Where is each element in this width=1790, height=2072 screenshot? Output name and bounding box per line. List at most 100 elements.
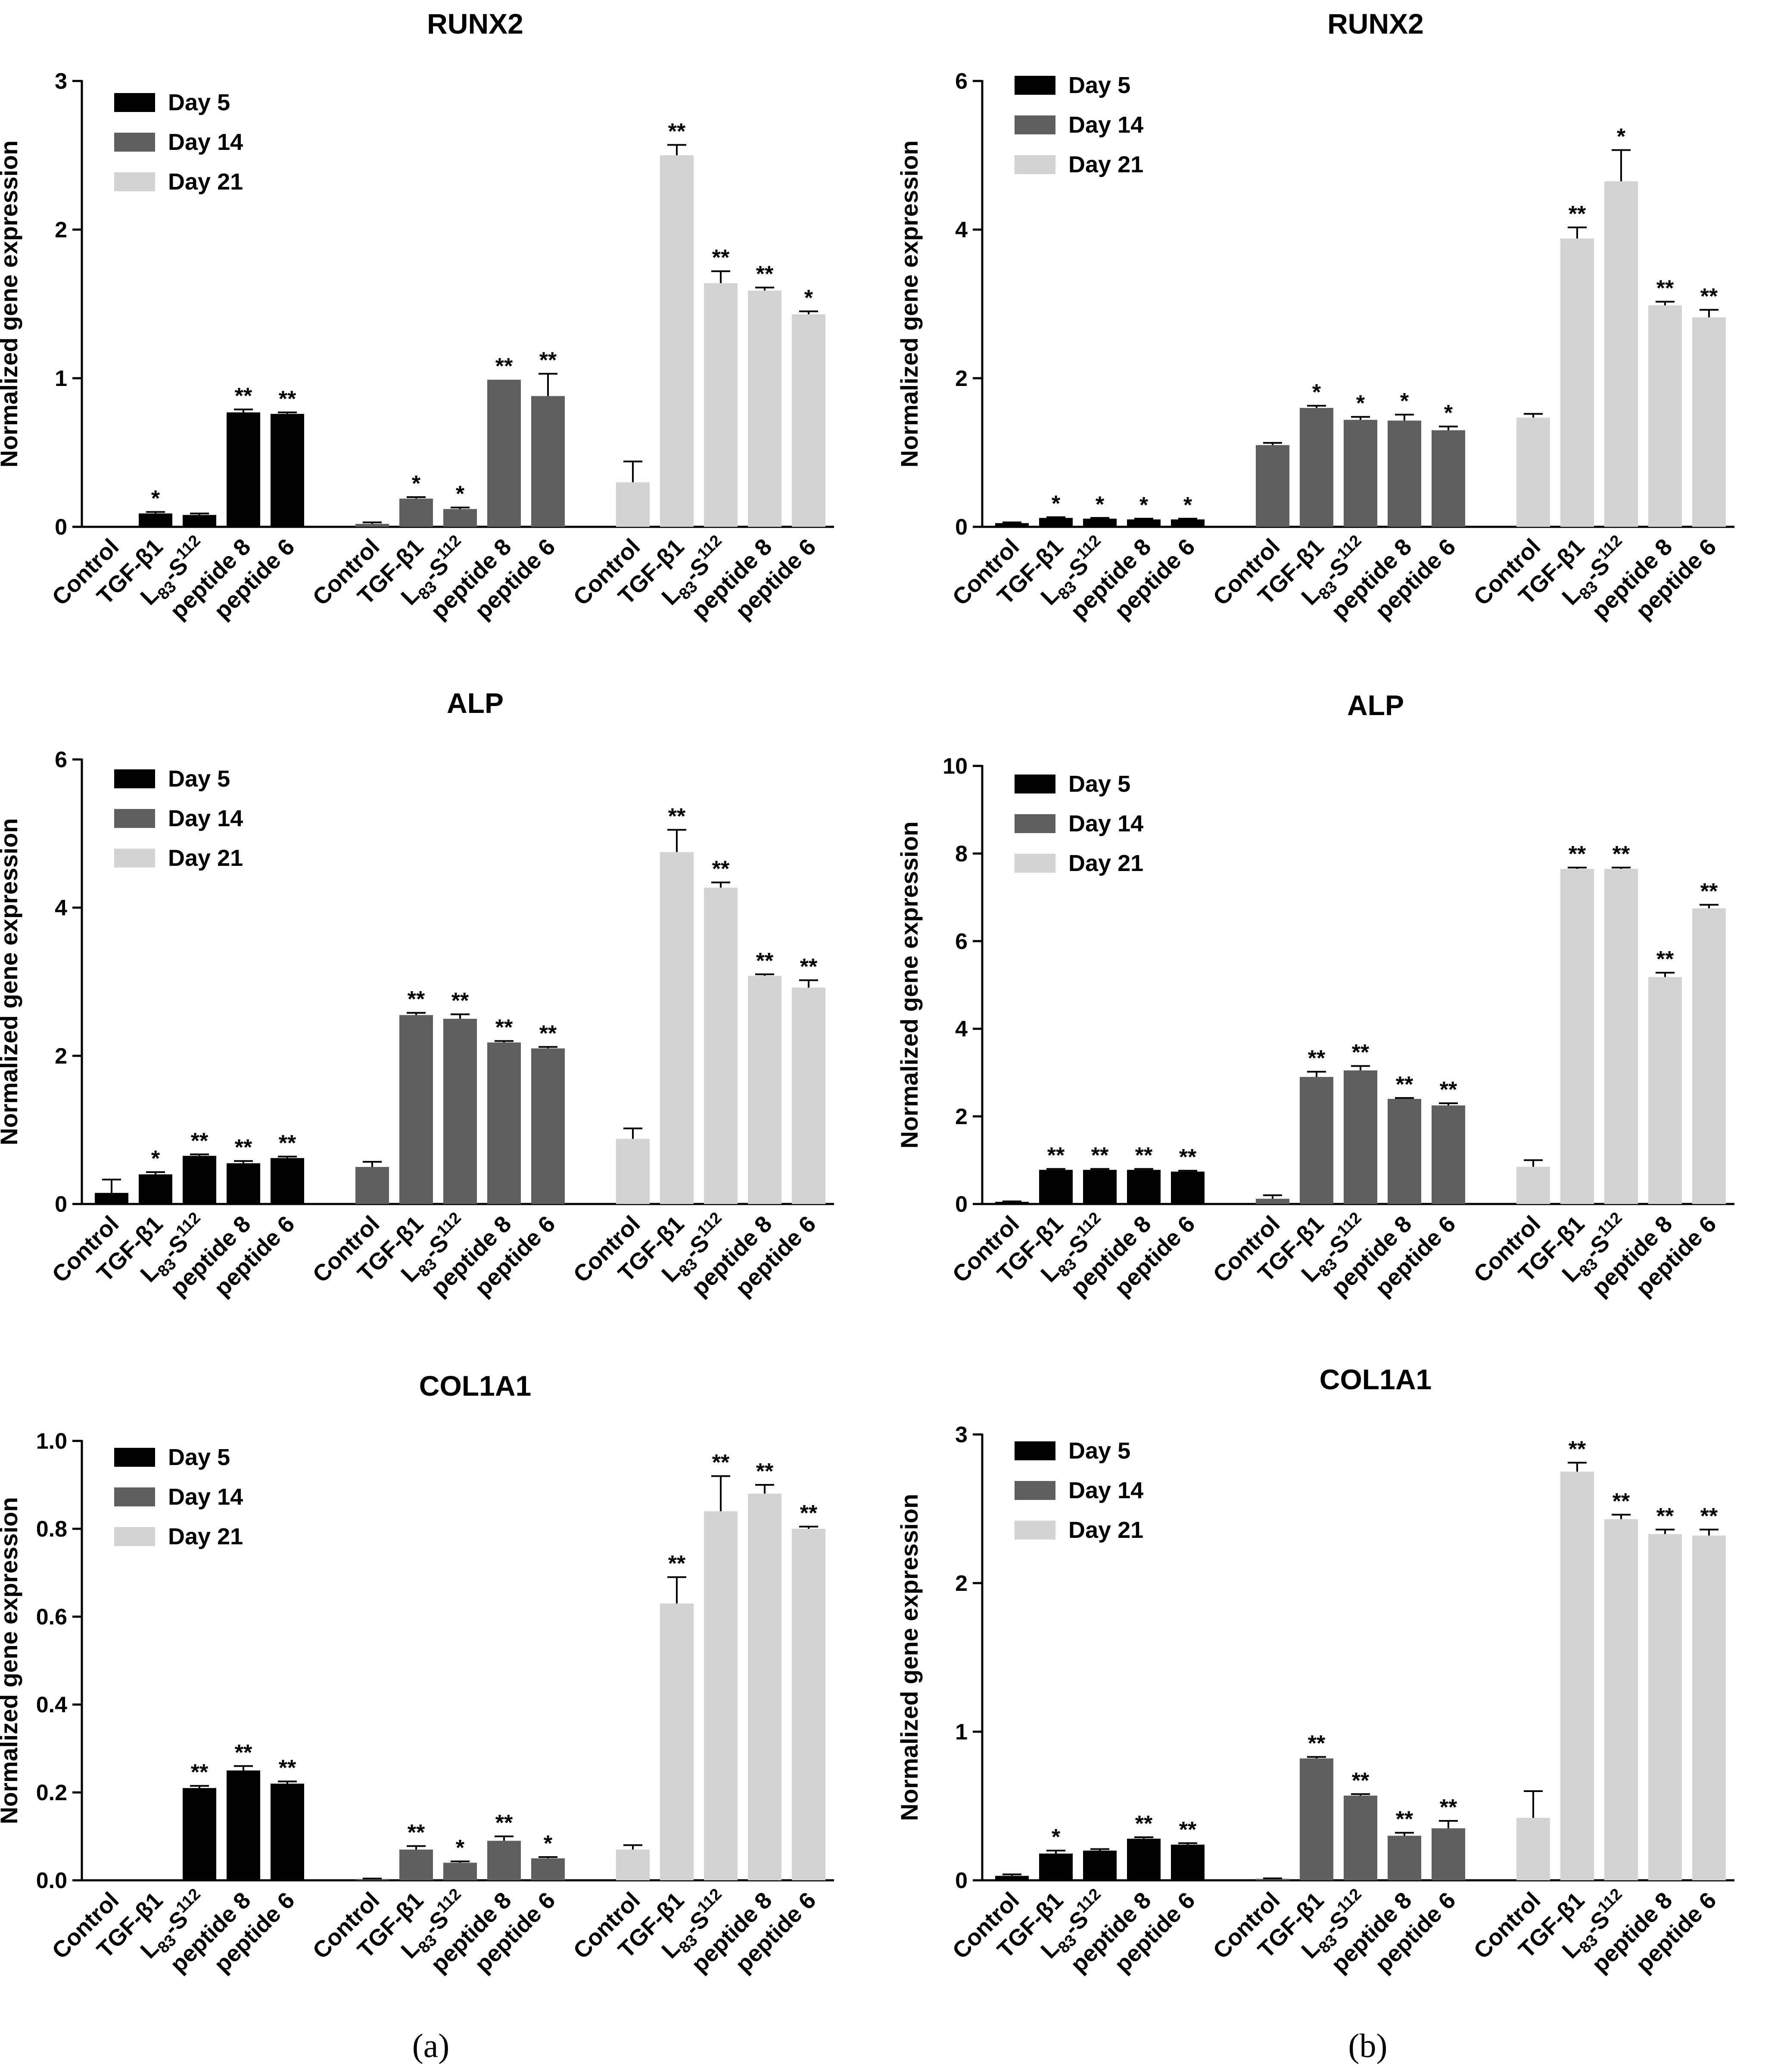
significance-label: * xyxy=(1400,389,1409,414)
legend-swatch xyxy=(1015,814,1055,833)
bar xyxy=(1039,518,1073,527)
legend-swatch xyxy=(114,172,155,191)
bar xyxy=(95,1193,128,1204)
bar xyxy=(748,976,781,1204)
y-axis-label: Normalized gene expression xyxy=(896,821,923,1148)
significance-label: ** xyxy=(539,1021,557,1046)
bar xyxy=(1604,181,1638,527)
bar xyxy=(1256,1198,1289,1204)
bar xyxy=(748,290,781,527)
bar xyxy=(995,1876,1029,1880)
significance-label: ** xyxy=(668,1551,686,1576)
bar xyxy=(1171,519,1205,527)
significance-label: * xyxy=(151,486,160,511)
significance-label: ** xyxy=(1179,1817,1197,1842)
y-tick-label: 10 xyxy=(943,754,968,779)
bar xyxy=(1127,1839,1161,1880)
bar xyxy=(748,1493,781,1880)
significance-label: * xyxy=(151,1146,160,1171)
significance-label: ** xyxy=(1656,276,1674,301)
significance-label: * xyxy=(1052,492,1061,516)
significance-label: * xyxy=(1052,1825,1061,1850)
legend-swatch xyxy=(1015,1481,1055,1500)
significance-label: ** xyxy=(800,955,818,980)
significance-label: ** xyxy=(279,1131,296,1156)
bar xyxy=(1692,317,1726,527)
bar xyxy=(227,1770,260,1880)
bar xyxy=(487,380,521,527)
bar xyxy=(1171,1171,1205,1204)
legend-label: Day 21 xyxy=(1068,850,1143,876)
bar xyxy=(1388,420,1421,527)
significance-label: ** xyxy=(1569,1437,1586,1462)
legend-label: Day 14 xyxy=(1068,1478,1143,1503)
bar xyxy=(443,1019,477,1204)
bar xyxy=(995,523,1029,527)
y-tick-label: 0.6 xyxy=(36,1605,67,1630)
significance-label: ** xyxy=(668,119,686,144)
bar xyxy=(1560,868,1594,1204)
legend-swatch xyxy=(1015,1441,1055,1460)
legend-label: Day 14 xyxy=(1068,112,1143,138)
y-tick-label: 1.0 xyxy=(36,1429,67,1454)
bar xyxy=(1432,1105,1465,1204)
y-axis-label: Normalized gene expression xyxy=(0,818,22,1145)
significance-label: ** xyxy=(1656,1504,1674,1529)
legend-swatch xyxy=(1015,1521,1055,1540)
y-tick-label: 4 xyxy=(55,896,67,921)
significance-label: ** xyxy=(1091,1143,1109,1168)
bar xyxy=(1560,238,1594,527)
significance-label: ** xyxy=(1308,1731,1326,1756)
legend-swatch xyxy=(114,769,155,788)
y-tick-label: 4 xyxy=(955,218,968,243)
bar xyxy=(183,515,216,527)
bar xyxy=(1560,1472,1594,1880)
y-tick-label: 0 xyxy=(955,515,968,540)
significance-label: ** xyxy=(235,1740,252,1765)
legend-label: Day 14 xyxy=(168,1484,243,1510)
bar xyxy=(443,1863,477,1880)
chart-title: COL1A1 xyxy=(1320,1363,1432,1395)
bar xyxy=(1516,417,1550,527)
significance-label: * xyxy=(1096,492,1105,517)
legend-label: Day 5 xyxy=(1068,1438,1130,1464)
legend-label: Day 21 xyxy=(1068,152,1143,177)
legend-label: Day 5 xyxy=(168,90,230,115)
chart-title: ALP xyxy=(1347,689,1404,721)
legend-label: Day 21 xyxy=(1068,1517,1143,1543)
significance-label: ** xyxy=(191,1760,209,1785)
y-tick-label: 0.0 xyxy=(36,1868,67,1893)
bar xyxy=(183,1156,216,1204)
legend-label: Day 14 xyxy=(168,806,243,831)
significance-label: ** xyxy=(1135,1143,1153,1168)
bar xyxy=(1039,1170,1073,1204)
bar xyxy=(1256,1879,1289,1880)
significance-label: ** xyxy=(668,804,686,829)
bar xyxy=(1648,977,1682,1204)
y-tick-label: 6 xyxy=(955,929,968,954)
y-tick-label: 1 xyxy=(55,366,67,391)
y-tick-label: 3 xyxy=(955,1422,968,1447)
bar xyxy=(1648,1534,1682,1880)
y-tick-label: 0 xyxy=(55,1192,67,1217)
significance-label: * xyxy=(1139,493,1149,518)
legend-swatch xyxy=(114,93,155,112)
significance-label: ** xyxy=(1352,1768,1370,1793)
bar xyxy=(704,1511,738,1880)
y-tick-label: 0.2 xyxy=(36,1780,67,1805)
bar xyxy=(1692,908,1726,1204)
significance-label: * xyxy=(412,471,421,496)
legend-label: Day 21 xyxy=(168,845,243,871)
bar xyxy=(355,1879,389,1880)
legend-label: Day 5 xyxy=(1068,72,1130,98)
bar xyxy=(399,498,433,527)
legend-label: Day 14 xyxy=(1068,811,1143,837)
bar xyxy=(1127,1170,1161,1204)
y-tick-label: 0.4 xyxy=(36,1692,67,1717)
y-axis-label: Normalized gene expression xyxy=(896,140,923,467)
bar xyxy=(792,314,825,527)
significance-label: ** xyxy=(1613,842,1630,867)
